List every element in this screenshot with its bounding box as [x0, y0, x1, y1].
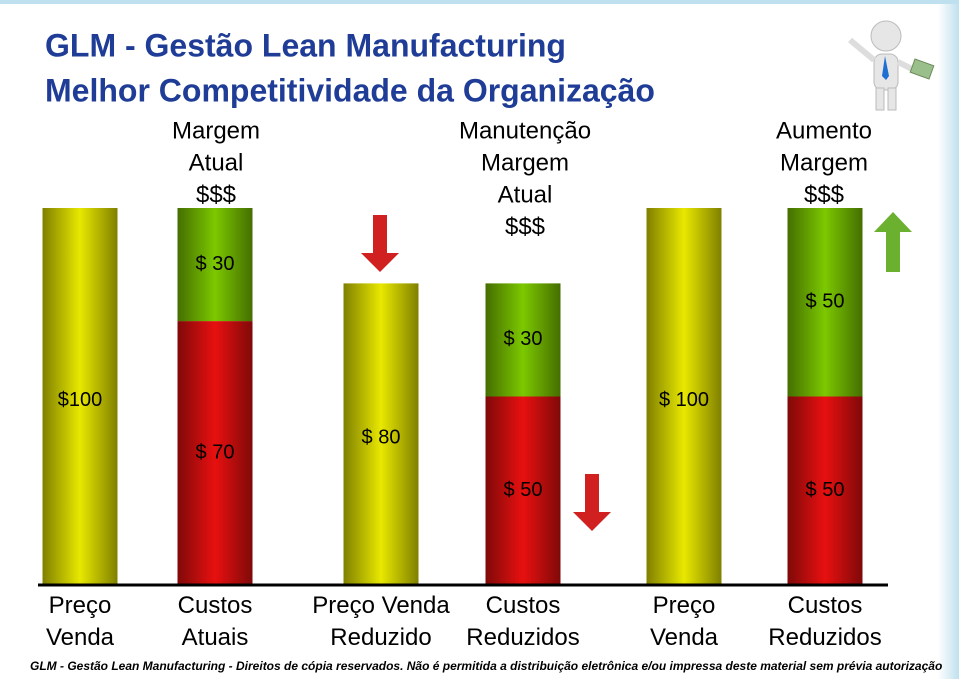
- value-label: $ 100: [659, 389, 709, 411]
- bar-shade: [177, 208, 253, 322]
- border: [0, 0, 959, 4]
- bar-shade: [42, 208, 118, 585]
- annotation: $$$: [196, 181, 236, 208]
- down-arrow: [573, 474, 611, 531]
- person-icon: [848, 20, 935, 111]
- down-arrow: [361, 215, 399, 272]
- bar-shade: [485, 396, 561, 585]
- value-label: $100: [58, 389, 103, 411]
- annotation: Atual: [189, 149, 244, 176]
- annotation: Aumento: [776, 117, 872, 144]
- value-label: $ 50: [504, 479, 543, 501]
- bar-shade: [787, 208, 863, 397]
- arrows: [361, 212, 912, 531]
- category-label: Preço Venda: [649, 592, 719, 651]
- annotation: $$$: [505, 213, 545, 240]
- value-label: $ 50: [806, 291, 845, 313]
- annotation: Margem: [172, 117, 260, 144]
- annotation: Margem: [481, 149, 569, 176]
- annotation: Manutenção: [459, 117, 591, 144]
- value-label: $ 30: [196, 253, 235, 275]
- category-label: Preço Venda Reduzido: [312, 592, 450, 651]
- border: [938, 0, 959, 679]
- value-label: $ 80: [362, 426, 401, 448]
- bar-shade: [787, 396, 863, 585]
- title: GLM - Gestão Lean Manufacturing: [45, 27, 566, 63]
- category-label: Custos Reduzidos: [466, 592, 580, 651]
- category-label: Custos Atuais: [177, 592, 253, 651]
- bar-shade: [646, 208, 722, 585]
- annotation: Margem: [780, 149, 868, 176]
- annotation: Atual: [498, 181, 553, 208]
- annotation: $$$: [804, 181, 844, 208]
- bar-shade: [177, 321, 253, 585]
- value-label: $ 30: [504, 328, 543, 350]
- bar-shade: [343, 283, 419, 585]
- value-label: $ 50: [806, 479, 845, 501]
- up-arrow: [874, 212, 912, 272]
- category-label: Preço Venda: [45, 592, 115, 651]
- footer: GLM - Gestão Lean Manufacturing - Direit…: [30, 659, 942, 673]
- category-label: Custos Reduzidos: [768, 592, 882, 651]
- bar-shade: [485, 283, 561, 397]
- subtitle: Melhor Competitividade da Organização: [45, 72, 655, 108]
- value-label: $ 70: [196, 441, 235, 463]
